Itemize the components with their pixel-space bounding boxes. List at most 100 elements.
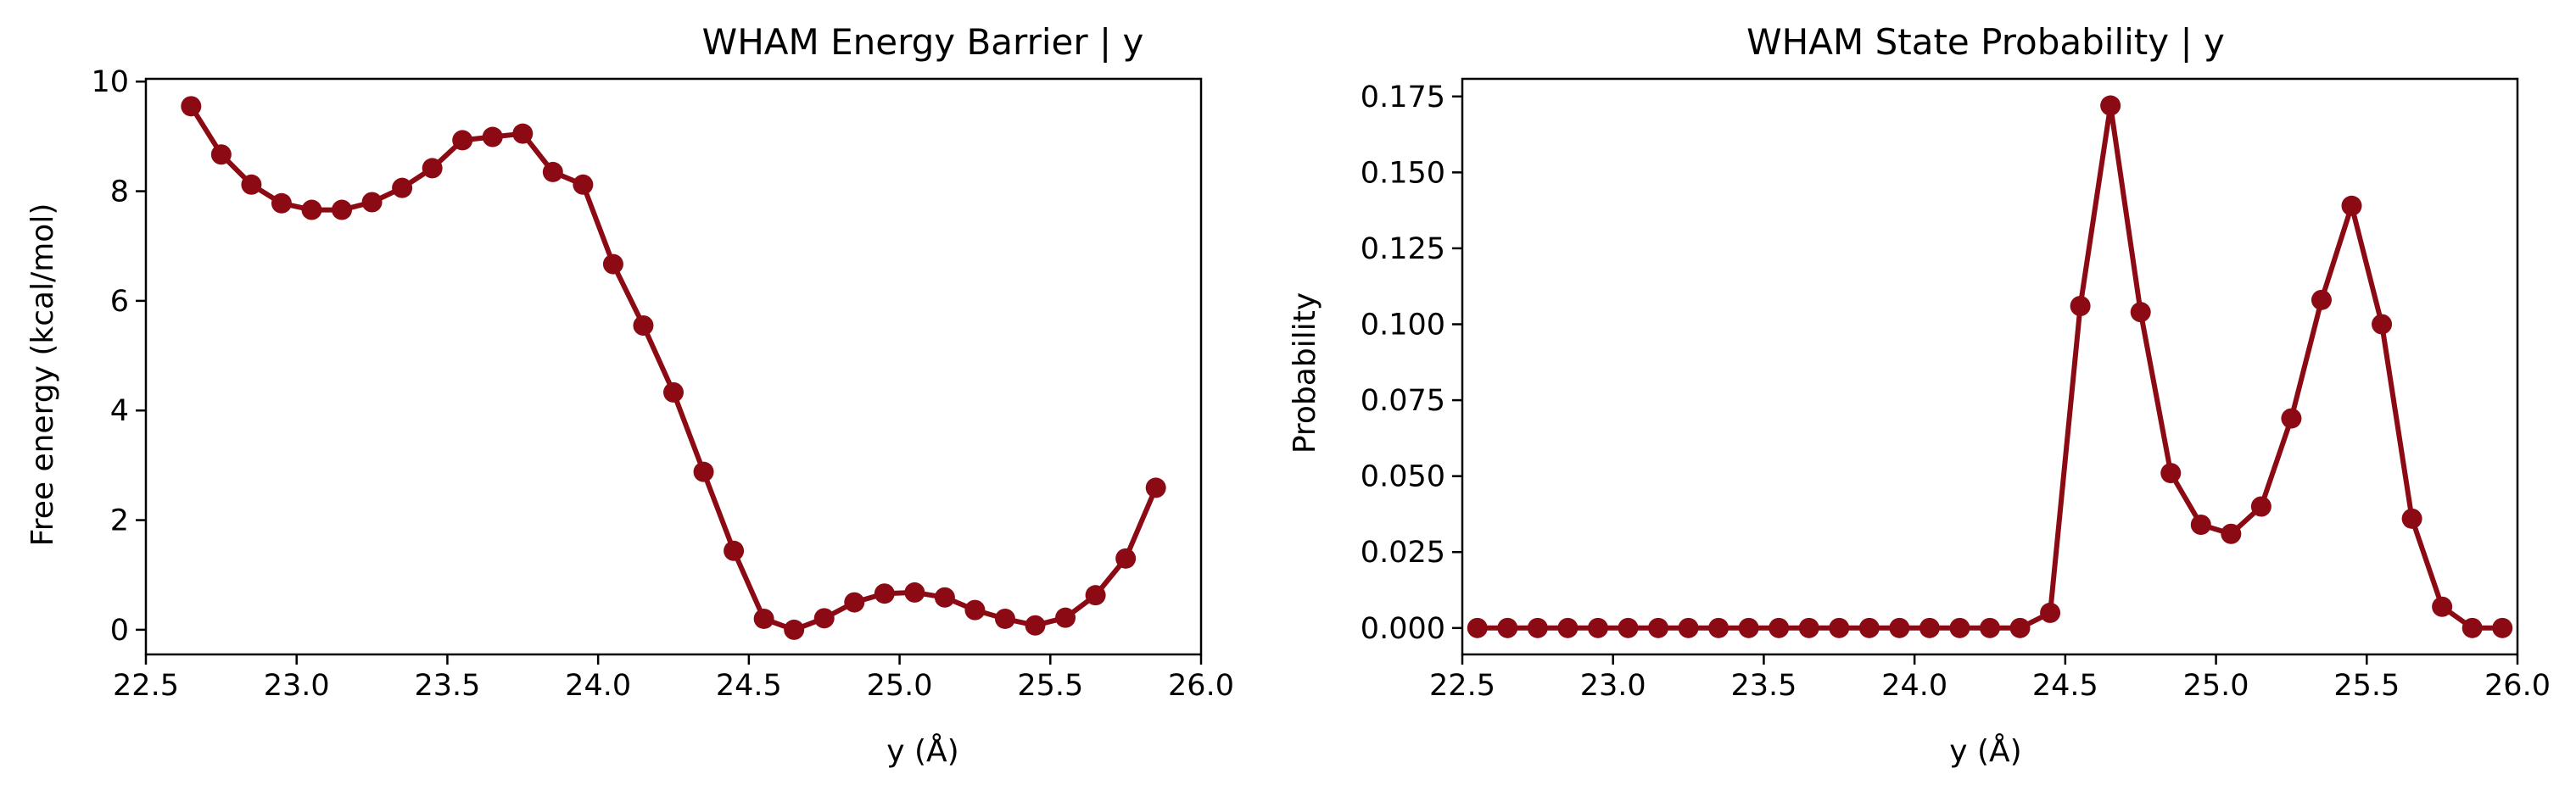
y-tick-label: 6 — [110, 285, 129, 319]
x-tick-label: 23.5 — [1730, 669, 1796, 703]
data-point — [2461, 617, 2483, 638]
data-point — [2009, 617, 2031, 638]
energy-barrier-panel: WHAM Energy Barrier | y y (Å) Free energ… — [25, 21, 1234, 769]
data-point — [633, 315, 654, 336]
data-point — [2341, 195, 2362, 216]
y-tick-label: 0.075 — [1361, 384, 1445, 418]
data-point — [2372, 314, 2393, 335]
series-layer — [1467, 95, 2513, 638]
data-point — [724, 540, 745, 561]
data-point — [2130, 302, 2151, 323]
data-point — [392, 177, 413, 198]
data-point — [874, 583, 895, 604]
y-tick-label: 10 — [91, 65, 129, 99]
data-point — [602, 253, 623, 275]
y-tick-label: 0.050 — [1361, 460, 1445, 494]
x-tick-label: 26.0 — [2484, 669, 2551, 703]
plot-frame — [144, 77, 1203, 656]
data-point — [1527, 617, 1548, 638]
data-point — [2040, 602, 2061, 623]
data-point — [181, 96, 202, 117]
data-point — [904, 582, 925, 603]
data-point — [1678, 617, 1699, 638]
x-tick-label: 25.0 — [2183, 669, 2249, 703]
data-point — [271, 192, 292, 214]
data-point — [1829, 617, 1850, 638]
data-point — [452, 130, 473, 151]
data-point — [1025, 615, 1046, 636]
data-point — [844, 592, 865, 613]
chart-title: WHAM Energy Barrier | y — [702, 21, 1144, 63]
x-tick-label: 25.5 — [1017, 669, 1083, 703]
data-point — [1980, 617, 2000, 638]
y-tick-label: 8 — [110, 175, 129, 209]
data-point — [1738, 617, 1759, 638]
x-tick-label: 24.0 — [1881, 669, 1947, 703]
y-axis-label: Probability — [1288, 292, 1322, 454]
y-tick-label: 0.150 — [1361, 156, 1445, 190]
data-point — [1648, 617, 1669, 638]
x-axis-label: y (Å) — [886, 732, 958, 769]
data-point — [301, 199, 322, 220]
x-tick-label: 22.5 — [113, 669, 179, 703]
x-tick-label: 26.0 — [1168, 669, 1234, 703]
data-point — [1115, 548, 1137, 569]
y-tick-label: 0.000 — [1361, 612, 1445, 646]
plot-frame — [1461, 77, 2519, 656]
y-tick-label: 0.175 — [1361, 81, 1445, 114]
data-point — [1085, 585, 1106, 606]
data-point — [1618, 617, 1639, 638]
data-point — [2221, 523, 2242, 544]
data-point — [2492, 617, 2513, 638]
data-point — [1889, 617, 1910, 638]
data-point — [1497, 617, 1518, 638]
x-tick-label: 23.5 — [414, 669, 480, 703]
data-point — [1708, 617, 1729, 638]
x-axis-label: y (Å) — [1949, 732, 2021, 769]
y-axis-label: Free energy (kcal/mol) — [25, 203, 60, 547]
data-point — [2281, 408, 2302, 429]
data-point — [1557, 617, 1579, 638]
state-probability-panel: WHAM State Probability | y y (Å) Probabi… — [1288, 21, 2551, 769]
x-tick-label: 22.5 — [1429, 669, 1495, 703]
data-point — [964, 599, 986, 621]
series-layer — [181, 96, 1166, 640]
data-point — [542, 161, 563, 182]
data-point — [934, 587, 955, 608]
y-tick-label: 0 — [110, 614, 129, 648]
y-tick-label: 0.125 — [1361, 232, 1445, 266]
x-tick-label: 23.0 — [1580, 669, 1646, 703]
data-point — [2432, 596, 2453, 617]
y-tick-label: 0.100 — [1361, 309, 1445, 342]
y-tick-label: 0.025 — [1361, 536, 1445, 570]
data-point — [2311, 289, 2332, 310]
chart-title: WHAM State Probability | y — [1746, 21, 2225, 63]
data-point — [241, 174, 262, 195]
data-point — [422, 158, 443, 179]
data-point — [1055, 607, 1076, 628]
data-point — [1919, 617, 1940, 638]
series-line — [188, 103, 1159, 632]
axis-ticks: 22.5 23.0 23.5 24.0 24.5 25.0 25.5 26.0 0.000 0.0… — [1361, 81, 2551, 703]
data-point — [2401, 508, 2422, 529]
data-point — [210, 144, 232, 165]
data-point — [1769, 617, 1790, 638]
data-point — [813, 608, 835, 629]
data-point — [512, 123, 534, 144]
data-point — [663, 381, 684, 403]
data-point — [1798, 617, 1819, 638]
y-tick-label: 2 — [110, 504, 129, 538]
axis-ticks: 22.5 23.0 23.5 24.0 24.5 25.0 25.5 26.0 0 2 4 6 8 10 — [91, 65, 1234, 703]
data-point — [2100, 95, 2121, 116]
x-tick-label: 25.0 — [867, 669, 933, 703]
data-point — [2250, 496, 2271, 517]
data-point — [1145, 477, 1166, 498]
data-point — [2190, 515, 2211, 536]
data-point — [994, 608, 1015, 629]
data-point — [1587, 617, 1608, 638]
data-point — [2070, 296, 2091, 317]
x-tick-label: 24.5 — [2032, 669, 2098, 703]
data-point — [693, 461, 714, 482]
data-point — [1949, 617, 1970, 638]
